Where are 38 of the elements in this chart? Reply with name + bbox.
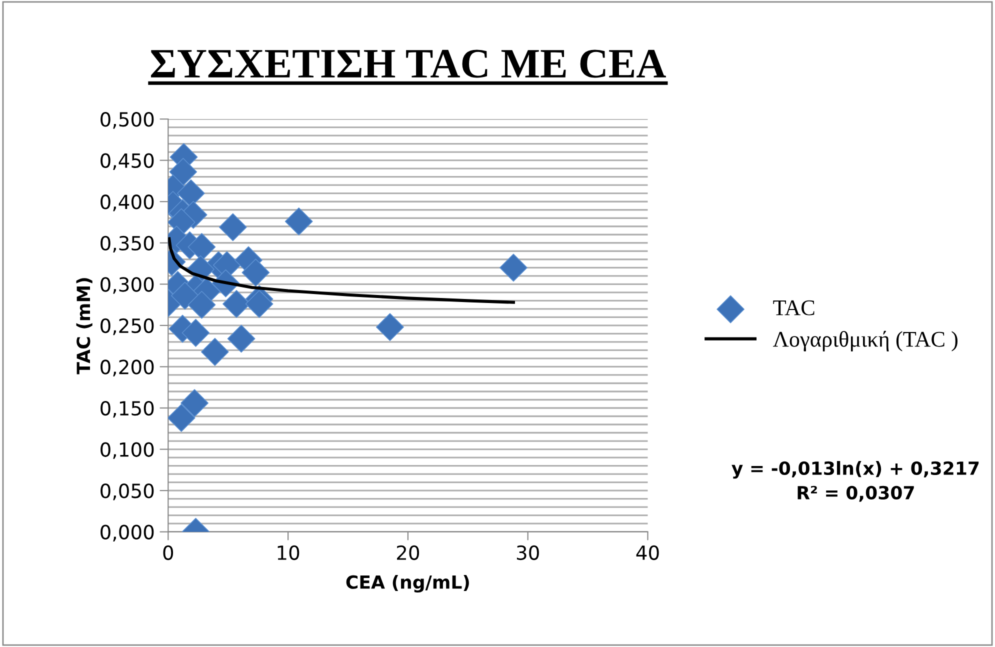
point [188,290,216,319]
y-axis-title: TAC (mM) [76,278,92,374]
text: y = -0,013ln(x) + 0,3217 R² = 0,0307 [732,461,979,502]
point [182,318,210,347]
legend-label: Λογαριθμική (TAC ) [772,330,958,352]
point [170,282,199,310]
y-tick-label: 0,300 [100,277,154,294]
y-tick-label: 0,250 [100,318,154,336]
x-tick-label: 40 [636,545,659,560]
point [169,158,198,186]
point [168,404,196,432]
point [284,207,313,236]
y-tick-label: 0,400 [100,194,154,212]
x-tick-label: 20 [397,545,420,560]
point [218,213,247,242]
y-tick-label: 0,500 [100,112,154,129]
y-tick-label: 0,350 [100,236,154,253]
point [176,179,205,208]
y-tick-label: 0,150 [100,400,154,418]
legend-label: TAC [773,300,814,316]
y-tick-label: 0,200 [100,360,154,376]
x-axis-title: CEA (ng/mL) [346,574,469,593]
y-tick-label: 0,050 [100,484,154,500]
x-tick-label: 10 [278,545,300,560]
point [245,290,274,318]
point [376,313,404,342]
point [180,389,208,417]
x-tick-label: 30 [516,545,539,560]
point [227,324,256,353]
chart-title: ΣΥΣΧΕΤΙΣΗ TAC ΜΕ CEA [150,50,666,78]
point [200,338,229,366]
y-tick-label: 0,000 [100,524,154,542]
y-tick-label: 0,450 [100,153,154,170]
point [500,254,528,282]
point [188,233,216,261]
y-tick-label: 0,100 [100,442,154,459]
point [242,258,270,287]
x-tick-label: 0 [163,545,174,560]
